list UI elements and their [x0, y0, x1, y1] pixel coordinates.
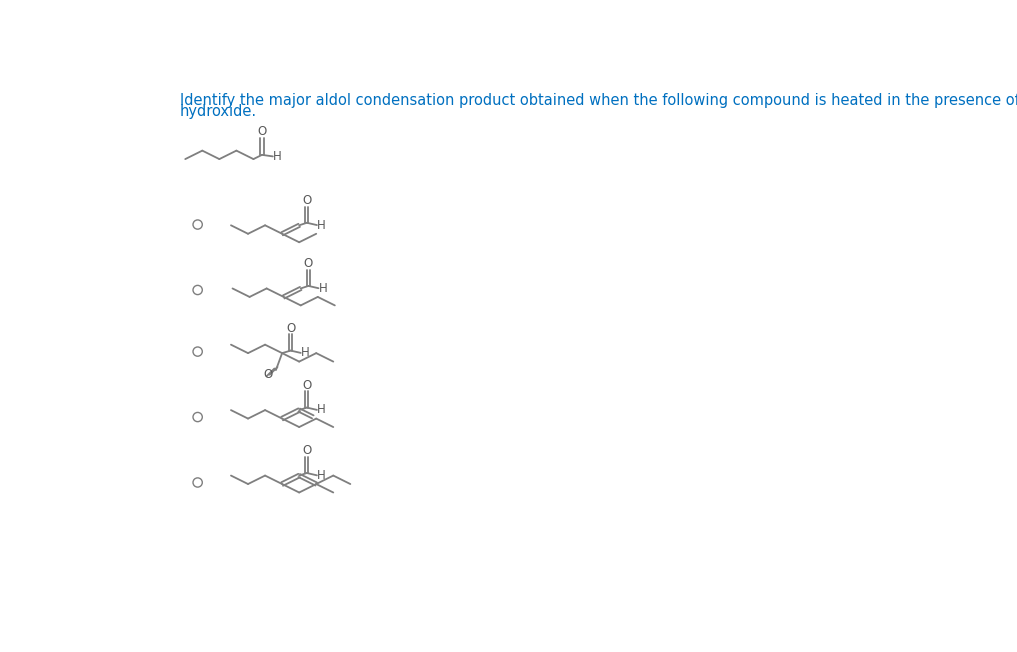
Text: O: O	[302, 194, 311, 207]
Text: O: O	[286, 321, 295, 334]
Text: H: H	[274, 150, 282, 163]
Text: hydroxide.: hydroxide.	[180, 104, 257, 119]
Text: O: O	[263, 368, 273, 381]
Text: O: O	[304, 257, 313, 270]
Text: Identify the major aldol condensation product obtained when the following compou: Identify the major aldol condensation pr…	[180, 93, 1017, 108]
Text: O: O	[257, 125, 266, 138]
Text: O: O	[302, 379, 311, 392]
Text: H: H	[301, 346, 310, 359]
Text: H: H	[317, 404, 325, 417]
Text: O: O	[302, 444, 311, 457]
Text: H: H	[318, 282, 327, 295]
Text: H: H	[317, 218, 325, 231]
Text: H: H	[317, 469, 325, 482]
